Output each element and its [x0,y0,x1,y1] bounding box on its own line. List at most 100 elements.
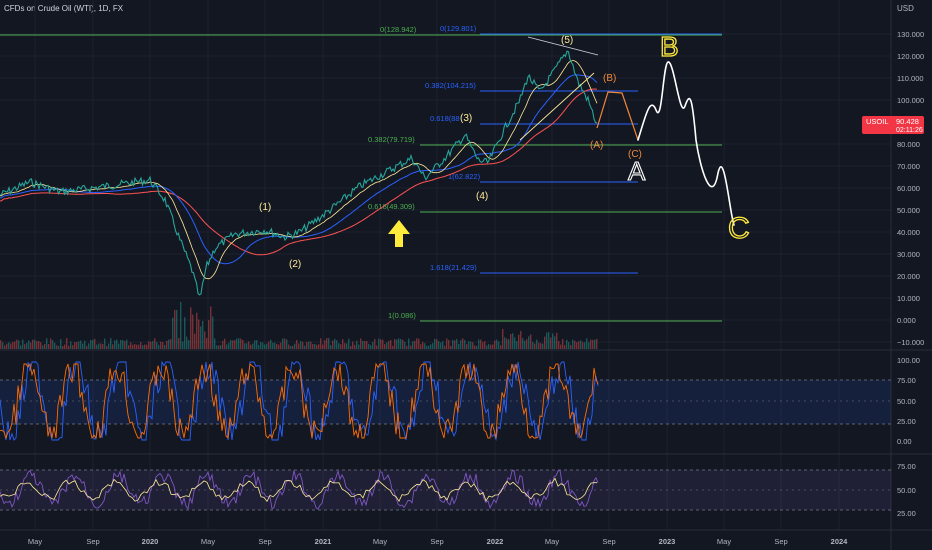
time-tick-label: Sep [258,537,271,546]
volume-bar [448,339,450,349]
volume-bar [494,340,496,349]
volume-bar [234,340,236,349]
moving-average-blue[interactable] [0,74,598,265]
volume-bar [78,341,80,349]
fib-label-inner-0: 0(129.801) [440,24,477,33]
volume-bar [344,343,346,349]
trendline-top[interactable] [527,36,599,56]
volume-bar [542,343,544,349]
stoch-tick-label: 50.00 [897,397,916,406]
wave-label-b: (B) [603,73,616,84]
price-series[interactable] [0,50,598,296]
volume-bar [288,344,290,349]
volume-bar [546,332,548,349]
volume-bar [244,343,246,349]
trendline-bottom[interactable] [519,72,595,141]
volume-bar [504,337,506,349]
price-tick-label: 0.000 [897,316,916,325]
handdrawn-letter-a: A [628,156,646,186]
volume-bar [526,339,528,349]
volume-bar [6,343,8,349]
stoch-axis[interactable]: 100.00 75.00 50.00 25.00 0.00 [897,356,920,446]
volume-bar [8,342,10,349]
volume-bar [240,338,242,349]
volume-bar [578,341,580,349]
volume-bar [588,342,590,349]
volume-bar [150,341,152,349]
volume-bar [444,345,446,349]
fib-label-inner-1: 1(62.822) [448,172,481,181]
volume-bar [230,339,232,349]
volume-bar [66,338,68,349]
volume-bar [498,341,500,349]
price-tick-label: 70.000 [897,162,920,171]
volume-bar [174,309,176,349]
volume-bar [428,345,430,349]
volume-bar [300,341,302,349]
volume-bar [156,341,158,349]
volume-bar [180,301,182,349]
volume-bar [170,339,172,349]
volume-bar [176,309,178,349]
volume-bar [450,345,452,349]
current-price-badge[interactable] [862,116,924,134]
rsi-axis[interactable]: 75.00 50.00 25.00 [897,462,916,518]
projection-abc[interactable] [596,91,639,141]
volume-bar [224,338,226,349]
volume-bar [252,343,254,349]
rsi-line[interactable] [0,469,599,510]
volume-bar [460,340,462,349]
stoch-tick-label: 0.00 [897,437,912,446]
volume-bar [304,345,306,349]
volume-bar [332,340,334,349]
volume-bar [394,339,396,349]
volume-bar [162,342,164,349]
volume-bar [254,340,256,349]
volume-bar [376,345,378,349]
volume-bar [56,345,58,349]
volume-bar [28,340,30,349]
stoch-k-line[interactable] [0,360,599,442]
volume-bar [472,342,474,349]
rsi-tick-label: 50.00 [897,486,916,495]
volume-bar [248,341,250,349]
time-tick-label: 2020 [142,537,159,546]
volume-bar [530,334,532,349]
volume-bar [314,343,316,349]
volume-bar [32,339,34,349]
volume-bar [384,344,386,349]
currency-label[interactable]: USD [897,4,914,13]
volume-bar [516,341,518,349]
volume-bar [368,343,370,349]
handdrawn-wave-path[interactable] [637,61,735,226]
volume-bar [202,320,204,349]
volume-bar [60,339,62,349]
stoch-tick-label: 75.00 [897,376,916,385]
rsi-ma-line[interactable] [0,477,597,503]
volume-bar [222,340,224,349]
volume-bar [220,345,222,349]
volume-bar [242,339,244,349]
symbol-title[interactable]: CFDs on Crude Oil (WTI), 1D, FX [4,4,124,13]
price-tick-label: −10.000 [897,338,924,347]
volume-bar [204,331,206,349]
volume-bar [594,339,596,349]
moving-average-yellow[interactable] [0,60,598,280]
volume-bar [362,340,364,349]
stoch-d-line[interactable] [0,362,599,440]
volume-bar [502,329,504,349]
volume-bar [226,344,228,349]
time-axis[interactable]: May Sep 2020 May Sep 2021 May Sep 2022 May Sep 2023… [28,537,848,546]
volume-bar [286,339,288,349]
volume-bar [266,343,268,349]
volume-bar [554,336,556,349]
moving-average-red[interactable] [0,88,598,256]
volume-bar [182,341,184,349]
volume-bar [206,337,208,349]
volume-bar [446,338,448,349]
volume-bar [62,345,64,349]
volume-bar [382,339,384,349]
stoch-tick-label: 100.00 [897,356,920,365]
price-axis[interactable]: 130.000 120.000 110.000 100.000 80.000 70.000… [897,30,924,347]
